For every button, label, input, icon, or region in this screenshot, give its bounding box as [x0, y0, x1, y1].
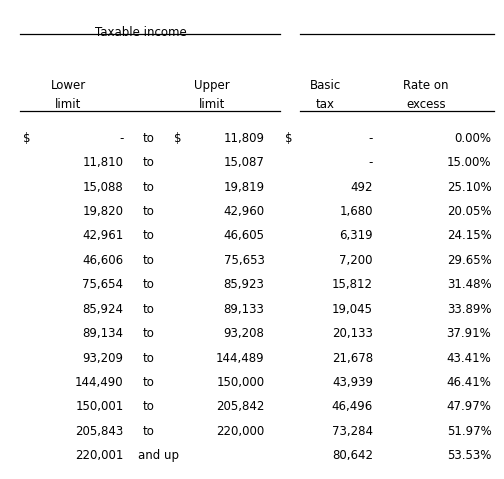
Text: $: $: [23, 132, 30, 145]
Text: 15,087: 15,087: [224, 156, 265, 169]
Text: 492: 492: [350, 181, 373, 194]
Text: 51.97%: 51.97%: [447, 425, 491, 438]
Text: Lower: Lower: [50, 79, 86, 92]
Text: 19,820: 19,820: [83, 205, 123, 218]
Text: to: to: [143, 254, 155, 267]
Text: 11,810: 11,810: [83, 156, 123, 169]
Text: -: -: [119, 132, 123, 145]
Text: and up: and up: [138, 449, 179, 462]
Text: 150,001: 150,001: [75, 400, 123, 413]
Text: 15,812: 15,812: [332, 278, 373, 291]
Text: 11,809: 11,809: [224, 132, 265, 145]
Text: 220,001: 220,001: [75, 449, 123, 462]
Text: Basic: Basic: [309, 79, 341, 92]
Text: -: -: [368, 132, 373, 145]
Text: Rate on: Rate on: [403, 79, 449, 92]
Text: to: to: [143, 425, 155, 438]
Text: 205,842: 205,842: [216, 400, 265, 413]
Text: to: to: [143, 229, 155, 242]
Text: 37.91%: 37.91%: [447, 327, 491, 340]
Text: 29.65%: 29.65%: [447, 254, 491, 267]
Text: limit: limit: [55, 98, 81, 111]
Text: 19,819: 19,819: [223, 181, 265, 194]
Text: 46.41%: 46.41%: [447, 376, 491, 389]
Text: $: $: [174, 132, 181, 145]
Text: 46,606: 46,606: [82, 254, 123, 267]
Text: -: -: [368, 156, 373, 169]
Text: 80,642: 80,642: [332, 449, 373, 462]
Text: 53.53%: 53.53%: [447, 449, 491, 462]
Text: to: to: [143, 376, 155, 389]
Text: 43,939: 43,939: [332, 376, 373, 389]
Text: 220,000: 220,000: [216, 425, 265, 438]
Text: 93,209: 93,209: [83, 352, 123, 365]
Text: 89,133: 89,133: [224, 303, 265, 316]
Text: 46,605: 46,605: [224, 229, 265, 242]
Text: 7,200: 7,200: [340, 254, 373, 267]
Text: 205,843: 205,843: [75, 425, 123, 438]
Text: 43.41%: 43.41%: [447, 352, 491, 365]
Text: to: to: [143, 400, 155, 413]
Text: 46,496: 46,496: [332, 400, 373, 413]
Text: 42,960: 42,960: [223, 205, 265, 218]
Text: tax: tax: [316, 98, 335, 111]
Text: to: to: [143, 156, 155, 169]
Text: 89,134: 89,134: [83, 327, 123, 340]
Text: 150,000: 150,000: [217, 376, 265, 389]
Text: 75,654: 75,654: [83, 278, 123, 291]
Text: 1,680: 1,680: [340, 205, 373, 218]
Text: 93,208: 93,208: [224, 327, 265, 340]
Text: 20.05%: 20.05%: [447, 205, 491, 218]
Text: 144,489: 144,489: [216, 352, 265, 365]
Text: to: to: [143, 181, 155, 194]
Text: 31.48%: 31.48%: [447, 278, 491, 291]
Text: to: to: [143, 132, 155, 145]
Text: 33.89%: 33.89%: [447, 303, 491, 316]
Text: to: to: [143, 303, 155, 316]
Text: 15.00%: 15.00%: [447, 156, 491, 169]
Text: 42,961: 42,961: [82, 229, 123, 242]
Text: to: to: [143, 278, 155, 291]
Text: to: to: [143, 327, 155, 340]
Text: 21,678: 21,678: [332, 352, 373, 365]
Text: 73,284: 73,284: [332, 425, 373, 438]
Text: 75,653: 75,653: [224, 254, 265, 267]
Text: 20,133: 20,133: [332, 327, 373, 340]
Text: 24.15%: 24.15%: [447, 229, 491, 242]
Text: limit: limit: [199, 98, 225, 111]
Text: 0.00%: 0.00%: [455, 132, 491, 145]
Text: Taxable income: Taxable income: [95, 26, 187, 39]
Text: to: to: [143, 205, 155, 218]
Text: 19,045: 19,045: [332, 303, 373, 316]
Text: to: to: [143, 352, 155, 365]
Text: $: $: [285, 132, 292, 145]
Text: 25.10%: 25.10%: [447, 181, 491, 194]
Text: 85,923: 85,923: [224, 278, 265, 291]
Text: Upper: Upper: [194, 79, 229, 92]
Text: 85,924: 85,924: [83, 303, 123, 316]
Text: 47.97%: 47.97%: [447, 400, 491, 413]
Text: excess: excess: [406, 98, 446, 111]
Text: 15,088: 15,088: [83, 181, 123, 194]
Text: 6,319: 6,319: [339, 229, 373, 242]
Text: 144,490: 144,490: [75, 376, 123, 389]
